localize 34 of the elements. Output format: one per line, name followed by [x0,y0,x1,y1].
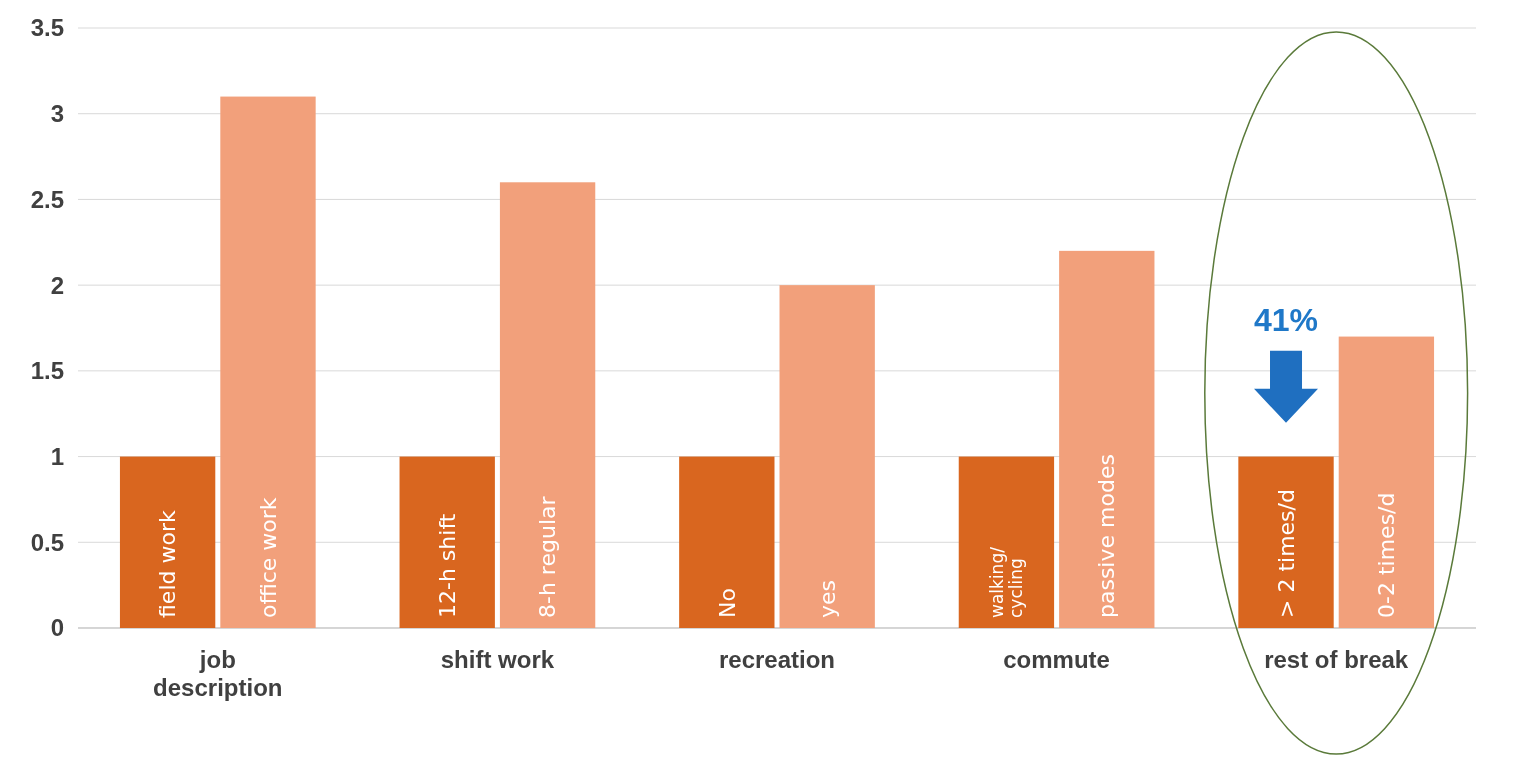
x-tick-label: commute [1003,646,1110,673]
y-tick-label: 0.5 [30,528,64,556]
x-tick-label: shift work [440,646,555,673]
bar [119,456,216,628]
annotation: 12-h shift [434,513,460,618]
annotation: walking/ cycling [987,546,1026,618]
y-tick-label: 0 [50,614,64,642]
annotation: yes [814,579,840,618]
bar [779,285,875,628]
bar [399,456,495,628]
annotation: field work [155,510,181,618]
x-tick-label: rest of break [1264,646,1409,673]
bar [679,456,775,628]
y-tick-label: 3.5 [30,14,64,42]
bar [1059,250,1155,628]
y-tick-label: 3 [50,100,64,128]
y-tick-label: 1 [50,442,64,470]
x-tick-label: job description [153,646,283,701]
y-tick-label: 2 [50,271,64,299]
annotation: 8-h regular [535,495,561,618]
annotation: 41% [1253,301,1319,338]
annotation: 0-2 times/d [1374,492,1400,618]
bar [958,456,1055,628]
bar [220,96,316,628]
annotation: office work [255,497,281,618]
y-tick-label: 1.5 [30,357,64,385]
annotation: > 2 times/d [1273,489,1299,618]
bar [499,182,596,628]
annotation: No [714,588,740,618]
annotation: passive modes [1094,454,1120,618]
bar [1338,336,1435,628]
bar [1238,456,1334,628]
y-tick-label: 2.5 [30,185,64,213]
x-tick-label: recreation [718,646,836,673]
